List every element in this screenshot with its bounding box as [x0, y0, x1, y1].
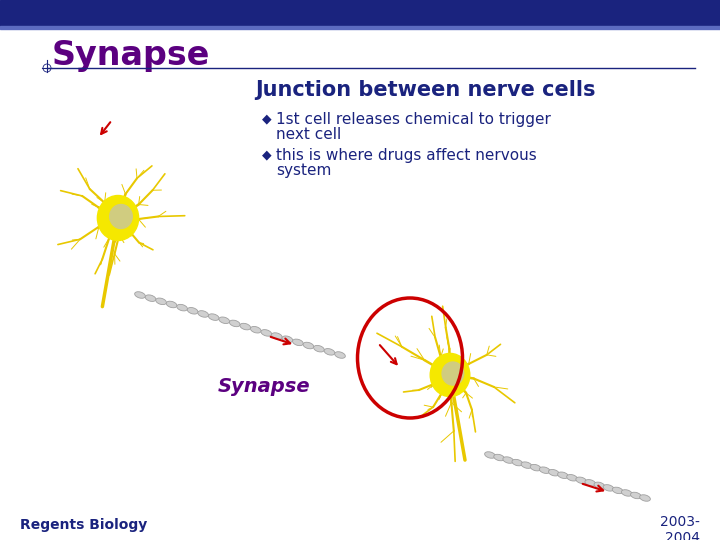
Text: Regents Biology: Regents Biology [20, 518, 148, 532]
Ellipse shape [512, 460, 523, 466]
Text: 1st cell releases chemical to trigger: 1st cell releases chemical to trigger [276, 112, 551, 127]
Ellipse shape [324, 348, 335, 355]
Ellipse shape [145, 295, 156, 301]
Text: 2003-
2004: 2003- 2004 [660, 515, 700, 540]
Ellipse shape [621, 490, 632, 496]
Text: Synapse: Synapse [52, 38, 210, 71]
Ellipse shape [135, 292, 145, 298]
Ellipse shape [549, 469, 559, 476]
Ellipse shape [612, 487, 623, 494]
Ellipse shape [303, 342, 314, 349]
Ellipse shape [494, 454, 505, 461]
Text: this is where drugs affect nervous: this is where drugs affect nervous [276, 148, 536, 163]
Ellipse shape [187, 307, 198, 314]
Ellipse shape [219, 317, 230, 323]
Ellipse shape [282, 336, 293, 342]
Ellipse shape [166, 301, 177, 308]
Ellipse shape [603, 484, 614, 491]
Text: ◆: ◆ [262, 112, 271, 125]
Bar [0, 26, 720, 29]
Ellipse shape [261, 329, 271, 336]
Text: Junction between nerve cells: Junction between nerve cells [255, 80, 595, 100]
Ellipse shape [431, 353, 470, 396]
Text: system: system [276, 163, 331, 178]
Ellipse shape [530, 464, 541, 471]
Ellipse shape [271, 333, 282, 339]
Ellipse shape [639, 495, 650, 501]
Text: ◆: ◆ [262, 148, 271, 161]
Ellipse shape [208, 314, 219, 320]
Ellipse shape [442, 362, 464, 385]
Ellipse shape [521, 462, 532, 468]
Ellipse shape [335, 352, 346, 358]
Ellipse shape [314, 346, 324, 352]
Ellipse shape [539, 467, 550, 474]
Ellipse shape [177, 305, 187, 311]
Ellipse shape [156, 298, 166, 305]
Ellipse shape [585, 480, 595, 486]
Ellipse shape [109, 205, 132, 228]
Ellipse shape [97, 195, 139, 240]
Bar [0, 0, 720, 26]
Ellipse shape [557, 472, 568, 478]
Ellipse shape [240, 323, 251, 330]
Ellipse shape [198, 310, 209, 317]
Text: Synapse: Synapse [218, 377, 310, 396]
Ellipse shape [503, 457, 513, 463]
Ellipse shape [631, 492, 642, 499]
Ellipse shape [594, 482, 605, 489]
Ellipse shape [485, 452, 495, 458]
Text: next cell: next cell [276, 127, 341, 142]
Ellipse shape [567, 475, 577, 481]
Ellipse shape [576, 477, 587, 483]
Ellipse shape [251, 327, 261, 333]
Ellipse shape [292, 339, 303, 346]
Ellipse shape [230, 320, 240, 327]
